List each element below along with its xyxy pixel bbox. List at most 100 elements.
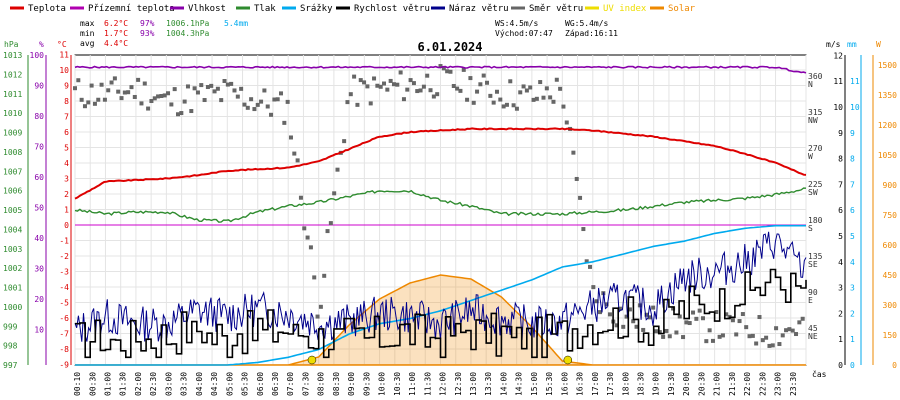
wind-dir-dot — [99, 82, 104, 87]
tick-w: 150 — [883, 331, 898, 340]
wind-dir-dot — [195, 90, 200, 95]
tick-hpa: 1009 — [3, 129, 22, 138]
series-rain — [75, 224, 806, 366]
wind-dir-dot — [787, 327, 792, 332]
wind-dir-dot — [362, 80, 367, 85]
tick-dir-label: SW — [808, 188, 818, 197]
wind-dir-dot — [262, 88, 267, 93]
wind-dir-dot — [687, 321, 692, 326]
wind-dir-dot — [355, 102, 360, 107]
wind-dir-dot — [136, 77, 141, 82]
wind-dir-dot — [269, 112, 274, 117]
wind-dir-dot — [102, 97, 107, 102]
wind-dir-dot — [564, 120, 569, 125]
wind-dir-dot — [784, 328, 789, 333]
wind-dir-dot — [794, 332, 799, 337]
wind-dir-dot — [734, 332, 739, 337]
wind-dir-dot — [82, 104, 87, 109]
wind-dir-dot — [328, 221, 333, 226]
tick-hpa: 1011 — [3, 90, 22, 99]
wind-dir-dot — [647, 315, 652, 320]
wind-dir-dot — [604, 302, 609, 307]
tick-hpa: 1002 — [3, 264, 22, 273]
tick-temp: 9 — [64, 82, 69, 91]
tick-dir-label: S — [808, 224, 813, 233]
wind-dir-dot — [747, 334, 752, 339]
wind-dir-dot — [707, 328, 712, 333]
tick-dir-label: SE — [808, 260, 818, 269]
legend-label: Tlak — [254, 4, 276, 14]
tick-ms: 4 — [838, 258, 843, 267]
legend-label: Náraz větru — [449, 4, 509, 14]
wind-dir-dot — [315, 314, 320, 319]
tick-x: 18:30 — [637, 372, 646, 396]
wind-dir-dot — [142, 81, 147, 86]
tick-x: 09:00 — [347, 372, 356, 396]
tick-x: 17:00 — [591, 372, 600, 396]
tick-x: 00:10 — [73, 372, 82, 396]
wind-dir-dot — [252, 107, 257, 112]
info-sunrise: Východ:07:47 — [495, 29, 553, 38]
stat-min-temp: 1.7°C — [104, 29, 128, 38]
tick-mm: 10 — [850, 103, 860, 112]
sunset-marker — [563, 355, 573, 365]
tick-x: 15:00 — [530, 372, 539, 396]
wind-dir-dot — [395, 82, 400, 87]
legend-item: UV index — [585, 4, 647, 14]
legend-item: Srážky — [282, 4, 333, 14]
tick-temp: 2 — [64, 190, 69, 199]
tick-hum: 100 — [30, 51, 45, 60]
tick-w: 450 — [883, 271, 898, 280]
wind-dir-dot — [491, 100, 496, 105]
wind-dir-dot — [651, 305, 656, 310]
tick-x: 19:00 — [652, 372, 661, 396]
wind-dir-dot — [664, 328, 669, 333]
tick-x: 23:00 — [774, 372, 783, 396]
tick-mm: 2 — [850, 309, 855, 318]
tick-w: 750 — [883, 211, 898, 220]
wind-dir-dot — [634, 324, 639, 329]
tick-temp: -4 — [59, 283, 69, 292]
wind-dir-dot — [641, 327, 646, 332]
legend-label: Rychlost větru — [354, 4, 430, 14]
tick-mm: 11 — [850, 77, 860, 86]
legend-item: Solar — [650, 4, 696, 14]
tick-x: 14:00 — [499, 372, 508, 396]
wind-dir-dot — [551, 99, 556, 104]
tick-x: 05:30 — [241, 372, 250, 396]
wind-dir-dot — [578, 195, 583, 200]
wind-dir-dot — [627, 307, 632, 312]
series-pressure — [74, 187, 807, 223]
tick-dir-label: NE — [808, 332, 818, 341]
wind-dir-dot — [671, 306, 676, 311]
legend-item: Teplota — [10, 4, 66, 14]
wind-dir-dot — [372, 76, 377, 81]
wind-dir-dot — [295, 158, 300, 163]
wind-dir-dot — [298, 195, 303, 200]
wind-dir-dot — [594, 299, 599, 304]
wind-dir-dot — [122, 90, 127, 95]
wind-dir-dot — [235, 94, 240, 99]
tick-x: 08:30 — [332, 372, 341, 396]
tick-x: 20:30 — [697, 372, 706, 396]
wind-dir-dot — [541, 95, 546, 100]
wind-dir-dot — [76, 78, 81, 83]
legend-label: Teplota — [28, 4, 66, 14]
wind-dir-dot — [255, 102, 260, 107]
tick-mm: 7 — [850, 180, 855, 189]
tick-dir-label: NW — [808, 116, 818, 125]
tick-w: 600 — [883, 241, 898, 250]
unit-mm: mm — [847, 40, 857, 49]
tick-temp: -8 — [59, 345, 69, 354]
wind-dir-dot — [368, 101, 373, 106]
wind-dir-dot — [588, 264, 593, 269]
tick-temp: 1 — [64, 206, 69, 215]
wind-dir-dot — [574, 176, 579, 181]
wind-dir-dot — [185, 84, 190, 89]
stat-max-hum: 97% — [140, 19, 155, 28]
tick-dir: 180 — [808, 216, 823, 225]
wind-dir-dot — [129, 85, 134, 90]
tick-x: 01:30 — [119, 372, 128, 396]
stat-max-rain: 5.4mm — [224, 19, 248, 28]
wind-dir-dot — [494, 89, 499, 94]
